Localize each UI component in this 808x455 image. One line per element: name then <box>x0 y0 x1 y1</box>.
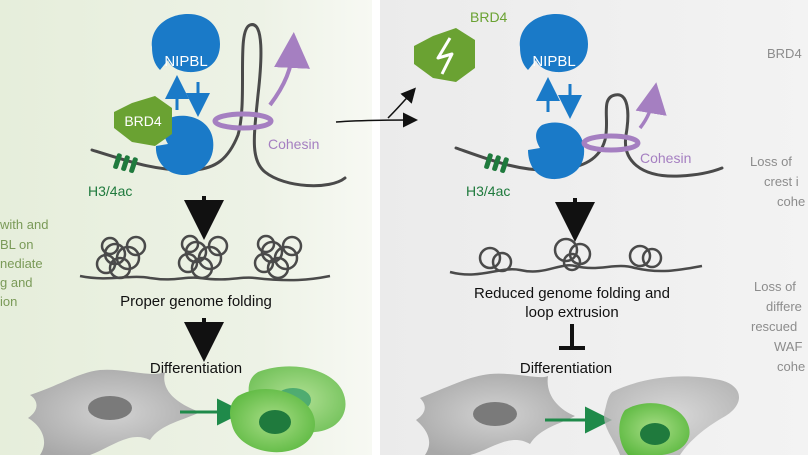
differentiation-label: Differentiation <box>150 360 242 377</box>
nipbl-shape <box>519 14 588 73</box>
cohesin-label: Cohesin <box>268 136 319 152</box>
reduced-folding-label-line1: Reduced genome folding and <box>474 285 670 302</box>
right-side-text-line: WAF <box>774 339 802 354</box>
cohesin-ring <box>212 111 274 131</box>
chromatin-coil <box>177 234 229 280</box>
nipbl-label: NIPBL <box>164 53 207 70</box>
loosely-folded-chromatin <box>449 237 703 276</box>
right-side-text-line: rescued <box>751 319 797 334</box>
left-side-text-line: nediate <box>0 256 43 271</box>
undifferentiated-cell <box>28 369 200 455</box>
nipbl-shape <box>151 14 220 73</box>
h34ac-label: H3/4ac <box>466 183 510 199</box>
reduced-folding-label-line2: loop extrusion <box>525 304 618 321</box>
partially-differentiated-cells <box>603 376 740 455</box>
chromatin-coil <box>95 235 147 280</box>
left-side-text-line: with and <box>0 217 48 232</box>
extrusion-arrow <box>635 82 667 130</box>
cohesin-ring <box>581 133 641 153</box>
left-side-text-line: g and <box>0 275 33 290</box>
right-side-text-line: cohe <box>777 194 805 209</box>
transition-arrow <box>335 112 418 128</box>
right-side-text: BRD4 Loss of crest i cohe Loss of differ… <box>750 46 805 374</box>
brd4-label: BRD4 <box>470 9 508 25</box>
nipbl-bound-shape <box>528 122 585 180</box>
h34ac-label: H3/4ac <box>88 183 132 199</box>
differentiation-label: Differentiation <box>520 360 612 377</box>
brd4-hexagon <box>114 96 172 146</box>
folded-chromatin <box>79 234 331 282</box>
right-side-text-line: differe <box>766 299 802 314</box>
chromatin-coil <box>253 234 303 280</box>
undifferentiated-cell <box>416 373 575 455</box>
left-side-text-line: ion <box>0 294 17 309</box>
brd4-label: BRD4 <box>124 113 162 129</box>
left-side-text-line: BL on <box>0 237 34 252</box>
nipbl-label: NIPBL <box>532 53 575 70</box>
acetylation-mark-icon <box>484 153 509 174</box>
right-side-text-line: Loss of <box>754 279 796 294</box>
right-side-text-line: cohe <box>777 359 805 374</box>
panel-divider <box>372 0 380 455</box>
right-side-text-line: Loss of <box>750 154 792 169</box>
extrusion-arrow <box>268 32 310 107</box>
left-side-text: with and BL on nediate g and ion <box>0 217 48 309</box>
left-panel: with and BL on nediate g and ion Cohesin… <box>0 0 372 455</box>
right-side-text-line: BRD4 <box>767 46 802 61</box>
brd4-release-arrow <box>387 87 416 119</box>
differentiated-cells <box>230 366 346 453</box>
cohesin-label: Cohesin <box>640 150 691 166</box>
right-panel: BRD4 NIPBL Cohesin H3/4ac Reduced ge <box>335 0 808 455</box>
folding-label: Proper genome folding <box>120 293 272 310</box>
right-side-text-line: crest i <box>764 174 799 189</box>
inhibitor-bolt-icon <box>436 37 454 75</box>
acetylation-mark-icon <box>113 153 138 174</box>
